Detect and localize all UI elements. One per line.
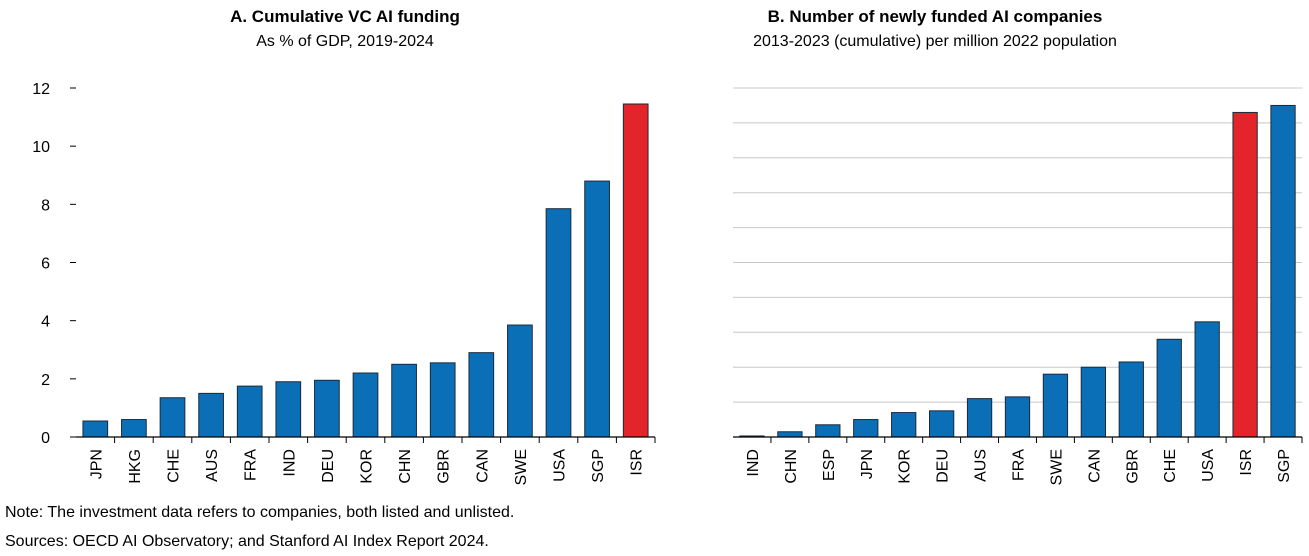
x-tick-label: JPN <box>859 449 876 479</box>
chart-subtitle: As % of GDP, 2019-2024 <box>256 33 434 50</box>
bar <box>1156 338 1182 438</box>
y-tick-label: 8 <box>41 197 50 214</box>
bar <box>198 392 224 438</box>
y-tick-label: 4 <box>41 314 50 331</box>
x-tick-label: USA <box>1200 449 1217 482</box>
bar <box>966 398 993 438</box>
x-tick-label: AUS <box>973 449 990 482</box>
x-tick-label: CAN <box>474 449 491 483</box>
y-tick-label: 6 <box>41 256 50 273</box>
x-tick-label: AUS <box>204 449 221 482</box>
x-tick-label: DEU <box>935 449 952 483</box>
x-tick-label: JPN <box>88 449 105 479</box>
x-tick-label: GBR <box>1124 449 1141 484</box>
x-tick-label: IND <box>745 449 762 477</box>
x-tick-label: USA <box>552 449 569 482</box>
bar <box>777 431 803 438</box>
x-tick-label: SGP <box>1276 449 1293 483</box>
x-tick-label: SWE <box>1048 449 1065 485</box>
bar <box>622 103 649 438</box>
bar <box>82 420 109 438</box>
bar <box>275 381 302 438</box>
bar <box>545 208 572 438</box>
y-tick-label: 10 <box>32 139 50 156</box>
x-tick-label: FRA <box>243 449 260 481</box>
x-tick-label: GBR <box>436 449 453 484</box>
x-tick-label: CHE <box>1162 449 1179 483</box>
x-tick-label: HKG <box>127 449 144 484</box>
bar <box>1080 366 1107 438</box>
note: Note: The investment data refers to comp… <box>5 504 514 521</box>
x-tick-label: ISR <box>629 449 646 476</box>
chart-title: B. Number of newly funded AI companies <box>768 7 1103 26</box>
bar <box>1232 111 1258 438</box>
x-tick-label: CHN <box>397 449 414 484</box>
x-tick-label: ESP <box>821 449 838 481</box>
y-tick-label: 0 <box>41 430 50 447</box>
x-tick-label: CAN <box>1086 449 1103 483</box>
x-tick-label: SGP <box>590 449 607 483</box>
bar <box>159 397 186 438</box>
bar <box>391 363 417 438</box>
x-tick-label: CHN <box>783 449 800 484</box>
bar <box>121 419 147 438</box>
x-tick-label: FRA <box>1011 449 1028 481</box>
bar <box>314 379 340 438</box>
x-tick-label: CHE <box>166 449 183 483</box>
x-tick-label: DEU <box>320 449 337 483</box>
sources: Sources: OECD AI Observatory; and Stanfo… <box>5 533 489 550</box>
bar <box>1270 104 1296 438</box>
x-tick-label: ISR <box>1238 449 1255 476</box>
bar <box>429 362 456 438</box>
x-tick-label: SWE <box>513 449 530 485</box>
bar <box>1042 373 1069 438</box>
y-tick-label: 12 <box>32 81 50 98</box>
bar <box>352 372 379 438</box>
bar <box>815 424 841 438</box>
bar <box>236 385 263 438</box>
bar <box>928 410 955 438</box>
chart-subtitle: 2013-2023 (cumulative) per million 2022 … <box>753 33 1117 50</box>
y-tick-label: 2 <box>41 372 50 389</box>
x-tick-label: KOR <box>359 449 376 484</box>
x-tick-label: IND <box>281 449 298 477</box>
bar <box>1194 321 1220 438</box>
bar <box>1118 361 1144 438</box>
bar <box>853 419 879 438</box>
bar <box>507 324 533 438</box>
bar <box>891 412 917 438</box>
bar <box>1004 396 1031 438</box>
bar <box>584 180 610 438</box>
chart-title: A. Cumulative VC AI funding <box>230 7 460 26</box>
x-tick-label: KOR <box>897 449 914 484</box>
bar <box>468 352 495 438</box>
